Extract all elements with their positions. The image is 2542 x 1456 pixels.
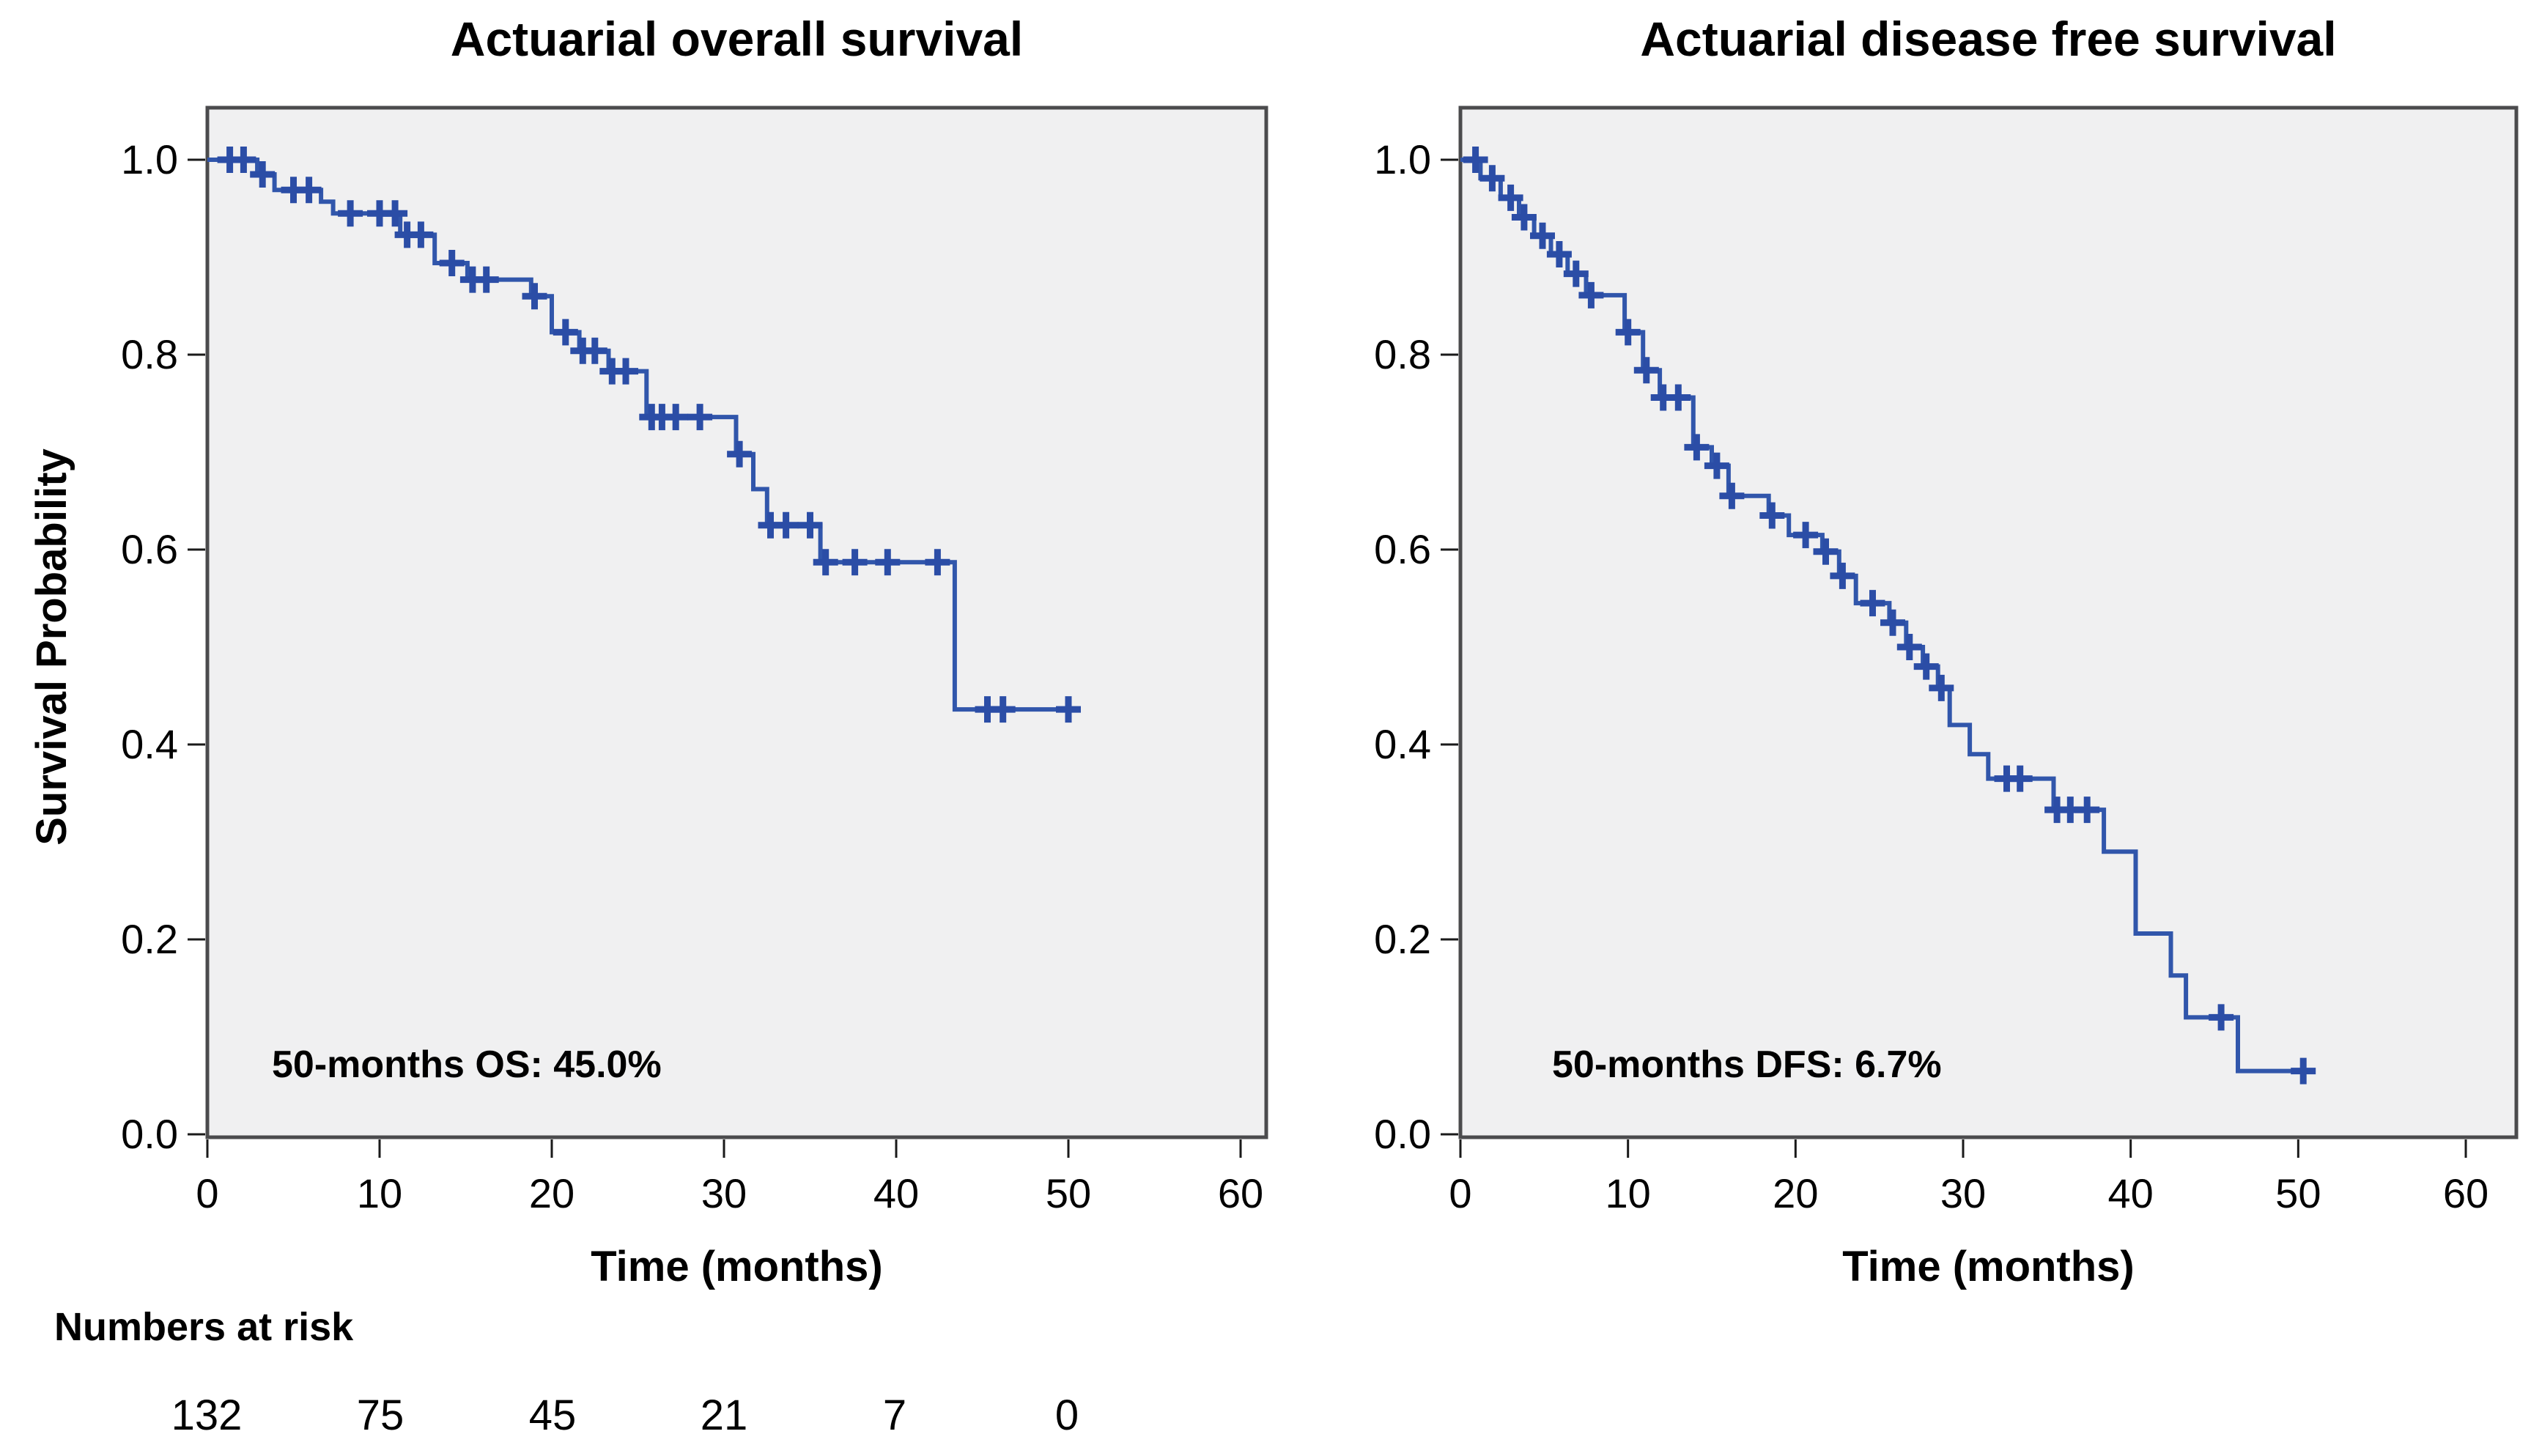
censor-mark bbox=[1913, 653, 1939, 680]
y-tick-label: 0.8 bbox=[1374, 331, 1431, 377]
censor-mark bbox=[1759, 502, 1785, 529]
annotation-text: 50-months OS: 45.0% bbox=[272, 1043, 662, 1086]
x-tick-label: 50 bbox=[2275, 1170, 2321, 1216]
x-tick-label: 20 bbox=[1773, 1170, 1818, 1216]
x-tick-label: 60 bbox=[1218, 1170, 1263, 1216]
survival-curve bbox=[207, 158, 1081, 712]
y-tick-label: 0.2 bbox=[121, 916, 178, 962]
plot-area bbox=[205, 106, 1268, 1139]
x-tick-label: 10 bbox=[1606, 1170, 1651, 1216]
y-tick-label: 0.0 bbox=[1374, 1111, 1431, 1157]
censor-mark bbox=[1563, 260, 1589, 287]
censor-mark bbox=[1929, 674, 1954, 701]
numbers-at-risk-value: 21 bbox=[700, 1392, 748, 1439]
numbers-at-risk-value: 132 bbox=[171, 1392, 243, 1439]
censor-mark bbox=[1530, 222, 1555, 249]
plot-area bbox=[1458, 106, 2519, 1139]
censor-mark bbox=[2209, 1004, 2234, 1031]
censor-mark bbox=[1860, 590, 1885, 617]
y-tick-label: 0.6 bbox=[121, 526, 178, 572]
censor-mark bbox=[1880, 609, 1905, 636]
numbers-at-risk-value: 45 bbox=[528, 1392, 577, 1439]
censor-mark bbox=[250, 161, 276, 188]
censor-mark bbox=[842, 549, 868, 576]
censor-mark bbox=[1463, 147, 1488, 173]
censor-mark bbox=[1615, 319, 1641, 346]
censor-mark bbox=[1666, 384, 1691, 411]
censor-mark bbox=[1830, 562, 1855, 589]
x-tick-label: 40 bbox=[2108, 1170, 2154, 1216]
censor-mark bbox=[1479, 165, 1505, 192]
y-tick-label: 0.8 bbox=[121, 331, 178, 377]
censor-mark bbox=[1578, 281, 1604, 308]
y-tick-label: 1.0 bbox=[121, 136, 178, 182]
censor-mark bbox=[473, 266, 499, 293]
numbers-at-risk-value: 75 bbox=[356, 1392, 404, 1439]
censor-mark bbox=[2007, 765, 2033, 792]
x-tick-label: 60 bbox=[2443, 1170, 2489, 1216]
censor-mark bbox=[408, 221, 434, 248]
censor-mark bbox=[663, 404, 689, 431]
chart-title: Actuarial disease free survival bbox=[1640, 12, 2336, 66]
y-tick-label: 0.6 bbox=[1374, 526, 1431, 572]
censor-mark bbox=[522, 283, 547, 310]
censor-mark bbox=[338, 200, 363, 227]
censor-mark bbox=[231, 147, 256, 173]
censor-mark bbox=[773, 511, 799, 539]
numbers-at-risk-value: 7 bbox=[882, 1392, 907, 1439]
censor-mark bbox=[813, 549, 838, 576]
numbers-at-risk-value: 0 bbox=[1054, 1392, 1079, 1439]
censor-mark bbox=[925, 549, 950, 576]
x-tick-label: 10 bbox=[357, 1170, 402, 1216]
x-axis-label: Time (months) bbox=[591, 1243, 883, 1290]
censor-mark bbox=[875, 549, 901, 576]
censor-mark bbox=[1793, 522, 1819, 549]
censor-mark bbox=[797, 511, 823, 539]
censor-mark bbox=[1498, 184, 1523, 211]
x-tick-label: 20 bbox=[529, 1170, 574, 1216]
censor-mark bbox=[1719, 482, 1745, 509]
censor-mark bbox=[1546, 241, 1572, 267]
dfs-survival-chart: 0 10 20 30 40 50 60 1.0 0.8 0.6 0.4 0.2 0.0 Actuarial… bbox=[1374, 12, 2519, 1290]
y-tick-label: 0.0 bbox=[121, 1111, 178, 1157]
y-axis-label: Survival Probability bbox=[28, 448, 75, 846]
x-tick-label: 50 bbox=[1046, 1170, 1091, 1216]
censor-mark bbox=[383, 200, 408, 227]
y-tick-label: 0.2 bbox=[1374, 916, 1431, 962]
x-tick-label: 0 bbox=[196, 1170, 218, 1216]
numbers-at-risk-heading: Numbers at risk bbox=[54, 1305, 354, 1349]
censor-mark bbox=[990, 696, 1016, 723]
censor-mark bbox=[439, 250, 465, 276]
censor-mark bbox=[1633, 357, 1659, 384]
y-tick-label: 1.0 bbox=[1374, 136, 1431, 182]
censor-mark bbox=[613, 358, 638, 385]
os-survival-chart: 0 10 20 30 40 50 60 1.0 0.8 0.6 0.4 0.2 0.0 Actuarial… bbox=[28, 12, 1268, 1290]
censor-mark bbox=[1684, 434, 1710, 461]
censor-mark bbox=[2291, 1057, 2316, 1084]
censor-mark bbox=[1896, 634, 1922, 660]
censor-mark bbox=[296, 177, 322, 204]
x-tick-label: 40 bbox=[873, 1170, 919, 1216]
y-tick-label: 0.4 bbox=[121, 721, 178, 767]
censor-mark bbox=[687, 404, 713, 431]
annotation-text: 50-months DFS: 6.7% bbox=[1552, 1043, 1942, 1086]
censor-mark bbox=[1704, 452, 1729, 479]
censor-mark bbox=[727, 440, 753, 468]
x-tick-label: 30 bbox=[1940, 1170, 1986, 1216]
censor-mark bbox=[2074, 797, 2100, 824]
censor-mark bbox=[1511, 204, 1537, 231]
x-tick-label: 0 bbox=[1449, 1170, 1471, 1216]
chart-title: Actuarial overall survival bbox=[451, 12, 1023, 66]
censor-mark bbox=[553, 319, 578, 346]
y-tick-label: 0.4 bbox=[1374, 721, 1431, 767]
x-tick-label: 30 bbox=[701, 1170, 747, 1216]
censor-mark bbox=[582, 337, 607, 364]
censor-mark bbox=[1056, 696, 1081, 723]
x-axis-label: Time (months) bbox=[1842, 1243, 2135, 1290]
censor-mark bbox=[1813, 538, 1839, 565]
